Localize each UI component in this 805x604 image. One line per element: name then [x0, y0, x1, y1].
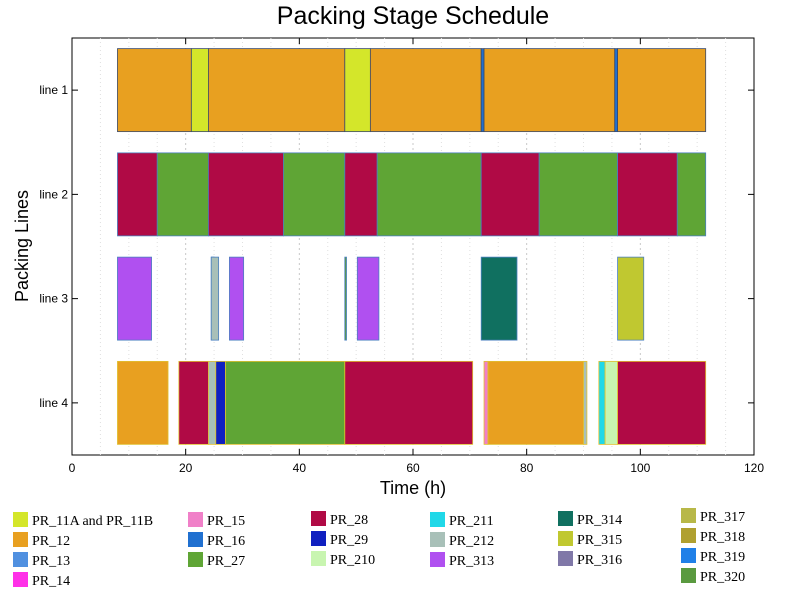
legend-label: PR_27 [207, 554, 245, 569]
legend-swatch [681, 528, 696, 543]
x-tick-label: 80 [520, 461, 534, 475]
bar-pr_27 [676, 152, 707, 237]
bar-pr_11a-and-pr_11b [190, 48, 209, 133]
bar-pr_28 [617, 152, 678, 237]
legend-label: PR_11A and PR_11B [32, 514, 153, 529]
bar-pr_314 [480, 256, 518, 341]
y-axis-label: Packing Lines [12, 190, 32, 302]
legend-swatch [558, 551, 573, 566]
bar-pr_320 [344, 256, 347, 341]
bar-pr_313 [356, 256, 380, 341]
legend-label: PR_16 [207, 534, 245, 549]
bar-pr_28 [207, 152, 284, 237]
legend-label: PR_317 [700, 510, 745, 525]
legend-swatch [13, 512, 28, 527]
x-tick-label: 60 [406, 461, 420, 475]
bar-pr_12 [207, 48, 346, 133]
bar-pr_12 [487, 360, 584, 445]
legend-swatch [13, 572, 28, 587]
legend-swatch [188, 532, 203, 547]
bar-pr_15 [483, 360, 489, 445]
x-tick-label: 0 [69, 461, 76, 475]
bar-pr_12 [617, 48, 707, 133]
legend-label: PR_212 [449, 534, 494, 549]
bar-pr_28 [344, 152, 378, 237]
legend-swatch [430, 532, 445, 547]
legend-swatch [558, 531, 573, 546]
legend-label: PR_319 [700, 550, 745, 565]
bar-pr_12 [369, 48, 482, 133]
bar-pr_27 [538, 152, 618, 237]
bar-pr_27 [156, 152, 209, 237]
legend-label: PR_15 [207, 514, 245, 529]
y-tick-label: line 3 [39, 292, 68, 306]
bar-pr_11a-and-pr_11b [344, 48, 371, 133]
legend-label: PR_28 [330, 513, 368, 528]
legend-label: PR_210 [330, 553, 375, 568]
bar-pr_28 [178, 360, 209, 445]
bar-pr_12 [483, 48, 616, 133]
x-axis-label: Time (h) [380, 478, 446, 498]
y-tick-label: line 1 [39, 83, 68, 97]
legend-label: PR_318 [700, 530, 745, 545]
legend-swatch [681, 568, 696, 583]
legend-swatch [311, 531, 326, 546]
bar-pr_28 [617, 360, 707, 445]
x-tick-label: 120 [744, 461, 764, 475]
bar-pr_211 [598, 360, 606, 445]
chart-title: Packing Stage Schedule [277, 2, 549, 30]
legend-swatch [188, 512, 203, 527]
bar-pr_212 [583, 360, 588, 445]
legend-label: PR_12 [32, 534, 70, 549]
legend-swatch [558, 511, 573, 526]
legend-swatch [13, 532, 28, 547]
y-tick-label: line 2 [39, 187, 68, 201]
legend-swatch [188, 552, 203, 567]
bar-pr_27 [376, 152, 482, 237]
legend-swatch [430, 512, 445, 527]
x-tick-label: 100 [630, 461, 650, 475]
legend-label: PR_314 [577, 513, 622, 528]
legend-swatch [430, 552, 445, 567]
bar-pr_210 [604, 360, 619, 445]
bar-pr_313 [229, 256, 245, 341]
bar-pr_28 [344, 360, 474, 445]
bar-pr_12 [117, 48, 192, 133]
legend-label: PR_14 [32, 574, 70, 589]
legend-label: PR_315 [577, 533, 622, 548]
bar-pr_27 [283, 152, 346, 237]
bar-pr_212 [207, 360, 217, 445]
task-bars [117, 48, 707, 445]
bar-pr_16 [614, 48, 619, 133]
x-tick-label: 20 [179, 461, 193, 475]
y-tick-label: line 4 [39, 396, 68, 410]
legend-swatch [681, 548, 696, 563]
legend-swatch [681, 508, 696, 523]
bar-pr_27 [225, 360, 346, 445]
bar-pr_28 [117, 152, 158, 237]
legend-label: PR_316 [577, 553, 622, 568]
bar-pr_29 [215, 360, 226, 445]
grid-lines [99, 38, 727, 455]
axes: line 1 line 2 line 3 line 4 0 20 40 60 80 100 120 [39, 38, 764, 475]
legend-swatch [13, 552, 28, 567]
bar-pr_212 [210, 256, 220, 341]
legend-swatch [311, 511, 326, 526]
bar-pr_313 [117, 256, 152, 341]
bar-pr_12 [117, 360, 169, 445]
bar-pr_315 [617, 256, 645, 341]
legend-label: PR_320 [700, 570, 745, 585]
legend-label: PR_29 [330, 533, 368, 548]
bar-pr_28 [480, 152, 540, 237]
legend-label: PR_211 [449, 514, 494, 529]
legend-label: PR_13 [32, 554, 70, 569]
x-tick-label: 40 [293, 461, 307, 475]
bar-pr_16 [480, 48, 485, 133]
legend-swatch [311, 551, 326, 566]
legend-label: PR_313 [449, 554, 494, 569]
legend: PR_11A and PR_11B PR_12 PR_13 PR_14 PR_15 PR_… [13, 508, 745, 589]
